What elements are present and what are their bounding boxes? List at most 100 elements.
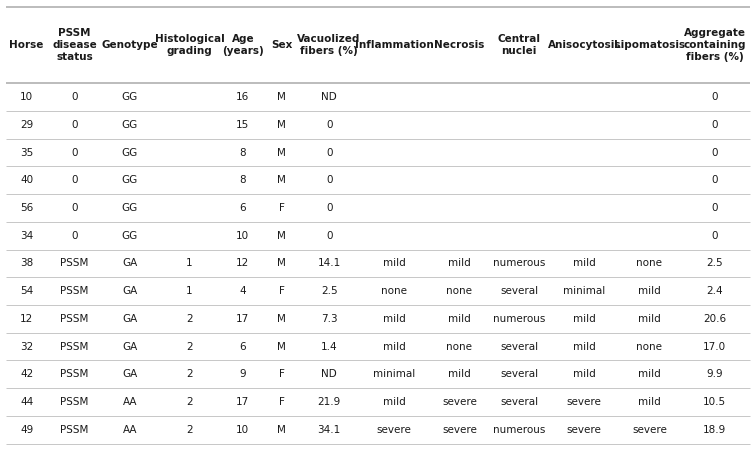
Text: several: several [500,286,538,296]
Text: M: M [277,148,287,158]
Text: severe: severe [632,425,667,435]
Text: GA: GA [122,314,138,324]
Text: mild: mild [448,314,471,324]
Text: mild: mild [573,342,596,352]
Text: F: F [279,286,285,296]
Text: AA: AA [122,397,137,407]
Text: severe: severe [567,425,602,435]
Text: 0: 0 [71,175,78,185]
Text: ND: ND [321,369,337,379]
Text: 2: 2 [186,397,193,407]
Text: mild: mild [383,314,406,324]
Text: 0: 0 [711,148,718,158]
Text: 0: 0 [711,203,718,213]
Text: 6: 6 [240,203,246,213]
Text: PSSM: PSSM [60,314,88,324]
Text: 2: 2 [186,342,193,352]
Text: Age
(years): Age (years) [222,34,264,56]
Text: Genotype: Genotype [101,40,158,50]
Text: M: M [277,342,287,352]
Text: 8: 8 [240,148,246,158]
Text: Necrosis: Necrosis [434,40,485,50]
Text: GA: GA [122,259,138,269]
Text: 2: 2 [186,425,193,435]
Text: 56: 56 [20,203,33,213]
Text: mild: mild [573,369,596,379]
Text: Vacuolized
fibers (%): Vacuolized fibers (%) [297,34,361,56]
Text: M: M [277,120,287,130]
Text: GA: GA [122,342,138,352]
Text: 0: 0 [711,120,718,130]
Text: 4: 4 [240,286,246,296]
Text: mild: mild [573,259,596,269]
Text: 21.9: 21.9 [318,397,341,407]
Text: GG: GG [122,148,138,158]
Text: mild: mild [383,397,406,407]
Text: 10: 10 [236,231,249,241]
Text: 10: 10 [236,425,249,435]
Text: severe: severe [442,397,477,407]
Text: 14.1: 14.1 [318,259,341,269]
Text: none: none [447,342,472,352]
Text: Sex: Sex [271,40,293,50]
Text: M: M [277,425,287,435]
Text: minimal: minimal [373,369,415,379]
Text: several: several [500,369,538,379]
Text: severe: severe [442,425,477,435]
Text: Histological
grading: Histological grading [155,34,225,56]
Text: PSSM
disease
status: PSSM disease status [52,27,97,62]
Text: 1: 1 [186,259,193,269]
Text: numerous: numerous [493,314,545,324]
Text: GG: GG [122,231,138,241]
Text: 6: 6 [240,342,246,352]
Text: none: none [381,286,407,296]
Text: 7.3: 7.3 [321,314,337,324]
Text: severe: severe [376,425,412,435]
Text: 29: 29 [20,120,33,130]
Text: mild: mild [383,259,406,269]
Text: 17: 17 [236,314,249,324]
Text: GG: GG [122,120,138,130]
Text: GG: GG [122,92,138,102]
Text: 1: 1 [186,286,193,296]
Text: GA: GA [122,286,138,296]
Text: 8: 8 [240,175,246,185]
Text: 2.5: 2.5 [321,286,337,296]
Text: 49: 49 [20,425,33,435]
Text: M: M [277,92,287,102]
Text: 9: 9 [240,369,246,379]
Text: 0: 0 [71,231,78,241]
Text: M: M [277,175,287,185]
Text: 9.9: 9.9 [706,369,723,379]
Text: 0: 0 [326,120,333,130]
Text: PSSM: PSSM [60,342,88,352]
Text: several: several [500,397,538,407]
Text: mild: mild [638,369,661,379]
Text: 17: 17 [236,397,249,407]
Text: 12: 12 [20,314,33,324]
Text: none: none [637,259,662,269]
Text: mild: mild [383,342,406,352]
Text: 20.6: 20.6 [703,314,727,324]
Text: 10.5: 10.5 [703,397,727,407]
Text: 34: 34 [20,231,33,241]
Text: 0: 0 [711,92,718,102]
Text: Aggregate
containing
fibers (%): Aggregate containing fibers (%) [683,27,746,62]
Text: PSSM: PSSM [60,369,88,379]
Text: 2: 2 [186,369,193,379]
Text: mild: mild [448,369,471,379]
Text: F: F [279,397,285,407]
Text: 17.0: 17.0 [703,342,727,352]
Text: ND: ND [321,92,337,102]
Text: 0: 0 [71,120,78,130]
Text: 0: 0 [711,175,718,185]
Text: several: several [500,342,538,352]
Text: Central
nuclei: Central nuclei [497,34,541,56]
Text: 0: 0 [326,175,333,185]
Text: PSSM: PSSM [60,286,88,296]
Text: Horse: Horse [10,40,44,50]
Text: minimal: minimal [563,286,606,296]
Text: GA: GA [122,369,138,379]
Text: 0: 0 [326,148,333,158]
Text: numerous: numerous [493,425,545,435]
